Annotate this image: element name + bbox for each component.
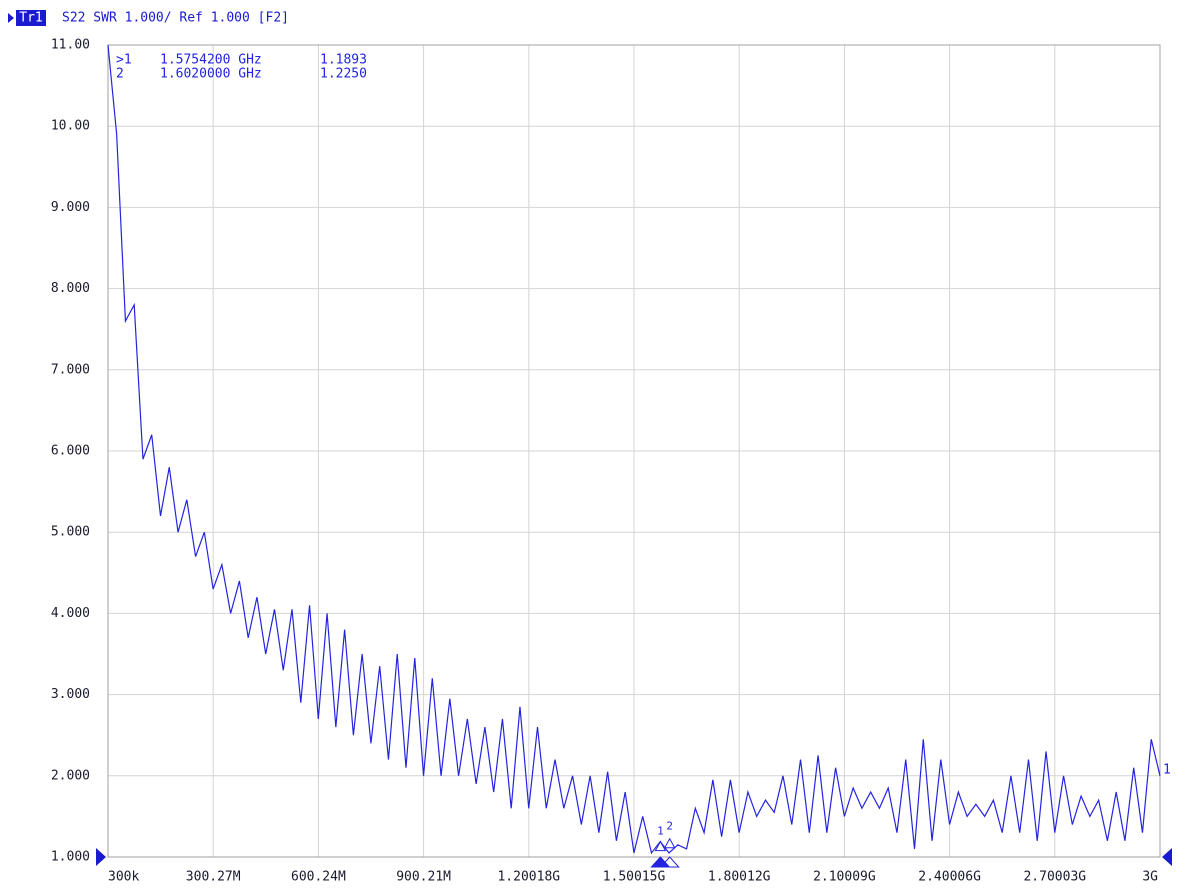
x-tick-label: 1.20018G [497,870,560,885]
x-tick-label: 2.10009G [813,870,876,885]
marker-readout-frequency: 1.5754200 GHz [160,53,262,68]
reference-arrow [96,848,106,866]
trace [107,44,1161,855]
x-tick-label: 1.80012G [708,870,771,885]
marker-readout-value: 1.2250 [320,67,367,82]
x-tick-label: 900.21M [396,870,451,885]
x-tick-label: 2.40006G [918,870,981,885]
trace-arrow [8,13,14,23]
y-tick-label: 9.000 [51,200,90,215]
marker-symbol [663,837,676,849]
y-tick-label: 10.00 [51,119,90,134]
y-tick-label: 4.000 [51,606,90,621]
marker-axis-pointer [659,856,680,868]
reference-arrow [1162,848,1172,866]
y-tick-label: 6.000 [51,444,90,459]
y-tick-label: 1.000 [51,850,90,865]
marker-readout-label: >1 [116,53,132,68]
y-tick-label: 3.000 [51,687,90,702]
trace-end-label: 1 [1163,762,1171,777]
x-tick-label: 2.70003G [1023,870,1086,885]
marker-tag: 1 [657,825,664,838]
marker-readout-label: 2 [116,67,124,82]
x-tick-label: 300.27M [186,870,241,885]
trace-tag-box [16,10,46,26]
x-tick-label: 3G [1142,870,1158,885]
x-tick-label: 600.24M [291,870,346,885]
y-tick-label: 8.000 [51,281,90,296]
y-tick-label: 5.000 [51,525,90,540]
marker-readout-frequency: 1.6020000 GHz [160,67,262,82]
y-tick-label: 7.000 [51,362,90,377]
x-tick-label: 1.50015G [603,870,666,885]
x-tick-label: 300k [108,870,139,885]
trace-tag: Tr1 [19,11,42,26]
y-tick-label: 11.00 [51,38,90,53]
marker-symbol [654,840,667,852]
plot-frame [107,44,1161,858]
y-tick-label: 2.000 [51,768,90,783]
marker-tag: 2 [666,820,673,833]
chart-title: S22 SWR 1.000/ Ref 1.000 [F2] [62,11,289,26]
marker-readout-value: 1.1893 [320,53,367,68]
